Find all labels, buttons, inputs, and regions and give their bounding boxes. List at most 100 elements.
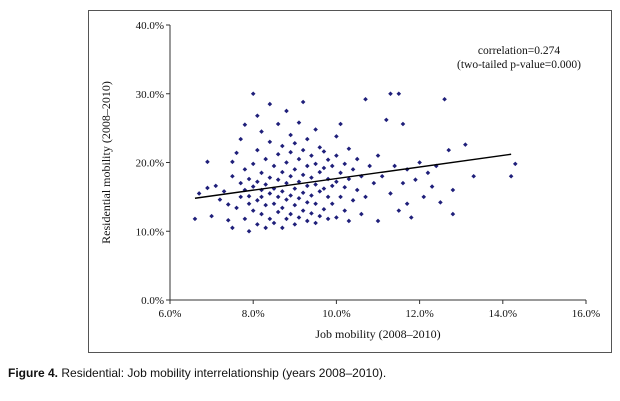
- data-point: [255, 179, 260, 185]
- data-point: [230, 225, 235, 231]
- data-point: [259, 211, 264, 217]
- data-point: [263, 225, 268, 231]
- data-point: [388, 191, 393, 196]
- data-point: [321, 186, 327, 191]
- data-point: [300, 190, 306, 196]
- y-tick-label: 10.0%: [136, 226, 164, 238]
- data-point: [280, 143, 285, 149]
- data-point: [329, 201, 335, 207]
- data-point: [463, 142, 468, 147]
- data-point: [275, 151, 281, 157]
- data-point: [325, 157, 331, 163]
- data-point: [288, 211, 293, 217]
- figure-frame: [88, 10, 612, 353]
- data-point: [313, 201, 318, 207]
- data-point: [346, 146, 352, 152]
- data-point: [317, 189, 323, 194]
- data-point: [255, 198, 260, 203]
- data-point: [329, 183, 335, 189]
- data-point: [309, 175, 314, 180]
- data-point: [246, 228, 252, 234]
- data-point: [371, 180, 377, 186]
- data-point: [267, 139, 273, 145]
- data-point: [280, 205, 285, 211]
- data-point: [255, 147, 260, 153]
- data-point: [242, 216, 248, 222]
- data-point: [238, 180, 244, 186]
- data-point: [317, 145, 323, 150]
- data-point: [292, 186, 298, 191]
- data-point: [234, 205, 239, 211]
- data-point: [267, 101, 273, 107]
- data-point: [400, 180, 406, 186]
- data-point: [359, 211, 364, 217]
- data-point: [284, 216, 289, 222]
- data-point: [321, 165, 327, 171]
- data-point: [425, 170, 431, 176]
- data-point: [363, 194, 368, 200]
- data-point: [429, 184, 435, 189]
- data-point: [275, 209, 281, 215]
- data-point: [375, 218, 381, 224]
- data-point: [255, 113, 260, 119]
- x-tick-label: 14.0%: [489, 308, 517, 320]
- data-point: [217, 197, 223, 202]
- data-point: [209, 213, 214, 219]
- data-point: [246, 193, 252, 199]
- data-point: [275, 177, 281, 182]
- data-point: [354, 187, 360, 193]
- data-point: [292, 202, 298, 208]
- figure-caption: Figure 4. Residential: Job mobility inte…: [8, 366, 386, 380]
- data-point: [338, 121, 343, 127]
- data-point: [417, 160, 422, 165]
- data-point: [400, 121, 406, 127]
- x-tick-label: 10.0%: [322, 308, 350, 320]
- data-point: [350, 167, 356, 172]
- data-point: [334, 134, 339, 139]
- data-point: [446, 147, 452, 153]
- data-point: [275, 194, 281, 200]
- data-point: [267, 216, 273, 222]
- data-point: [284, 108, 289, 114]
- data-point: [275, 121, 281, 127]
- data-point: [242, 167, 248, 172]
- data-point: [334, 153, 339, 158]
- y-axis-title: Residential mobility (2008–2010): [99, 81, 113, 244]
- data-point: [205, 185, 210, 191]
- labels: 6.0% 8.0% 10.0% 12.0% 14.0% 16.0% 0.0% 10.0% 20.…: [99, 20, 600, 341]
- y-tick-label: 30.0%: [136, 89, 164, 101]
- data-point: [512, 161, 518, 167]
- data-point: [334, 215, 339, 220]
- data-point: [329, 163, 335, 169]
- x-tick-label: 8.0%: [242, 308, 265, 320]
- data-point: [288, 149, 293, 155]
- data-point: [250, 184, 256, 189]
- data-point: [271, 201, 277, 207]
- data-point: [321, 206, 327, 212]
- axes: [166, 24, 587, 304]
- data-point: [284, 180, 289, 186]
- data-point: [288, 173, 293, 179]
- data-point: [246, 201, 252, 207]
- x-axis-title: Job mobility (2008–2010): [315, 327, 440, 341]
- data-point: [300, 208, 306, 213]
- data-point: [292, 222, 298, 227]
- data-point: [471, 173, 476, 179]
- data-point: [304, 183, 310, 189]
- data-point: [255, 222, 260, 227]
- data-point: [292, 140, 298, 146]
- data-point: [280, 169, 285, 175]
- data-point: [384, 117, 389, 123]
- data-point: [317, 213, 323, 219]
- data-point: [221, 189, 227, 194]
- data-point: [313, 161, 318, 167]
- data-point: [350, 198, 356, 203]
- correlation-annotation: (two-tailed p-value=0.000): [457, 59, 581, 71]
- data-point: [442, 96, 447, 102]
- data-point: [404, 201, 410, 207]
- data-point: [296, 120, 302, 125]
- data-point: [213, 183, 219, 189]
- data-point: [225, 202, 231, 207]
- data-point: [379, 173, 385, 179]
